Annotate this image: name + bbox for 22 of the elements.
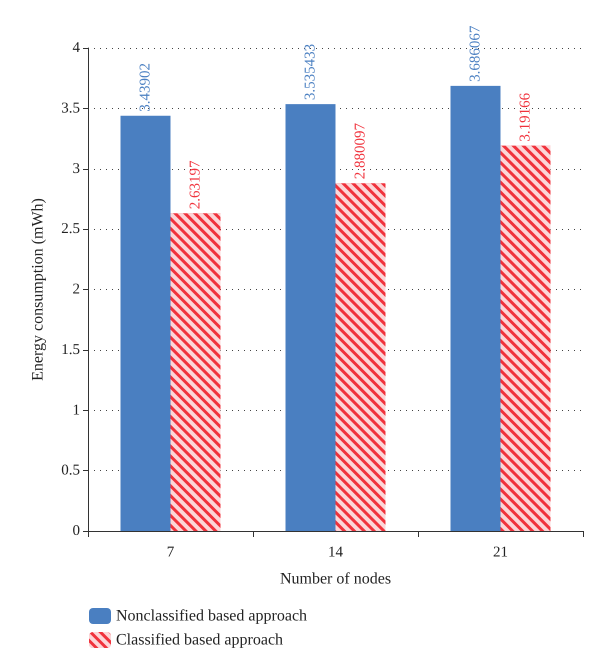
data-label: 3.43902 (138, 62, 154, 112)
y-tick-label: 4 (72, 40, 80, 56)
y-axis-title: Energy consumption (mWh) (30, 198, 46, 381)
y-tick-label: 0.5 (61, 462, 80, 479)
x-axis-title: Number of nodes (280, 570, 392, 588)
data-label: 2.63197 (188, 160, 204, 210)
y-tick-label: 2.5 (61, 221, 80, 238)
data-label: 3.686067 (468, 25, 484, 82)
legend-label: Classified based approach (116, 632, 284, 648)
data-label: 2.880097 (352, 122, 368, 180)
x-tick-label: 21 (493, 544, 508, 560)
x-tick-label: 14 (328, 544, 344, 560)
y-tick-label: 1.5 (61, 342, 80, 358)
y-tick-label: 3 (72, 160, 80, 177)
y-tick-label: 1 (72, 402, 80, 418)
data-label: 3.535433 (302, 44, 318, 100)
x-tick-label: 7 (166, 544, 175, 560)
y-tick-label: 2 (72, 282, 80, 298)
data-label: 3.19166 (518, 92, 534, 142)
legend-label: Nonclassified based approach (116, 608, 308, 624)
y-tick-label: 3.5 (61, 100, 80, 116)
y-tick-label: 0 (72, 523, 80, 539)
